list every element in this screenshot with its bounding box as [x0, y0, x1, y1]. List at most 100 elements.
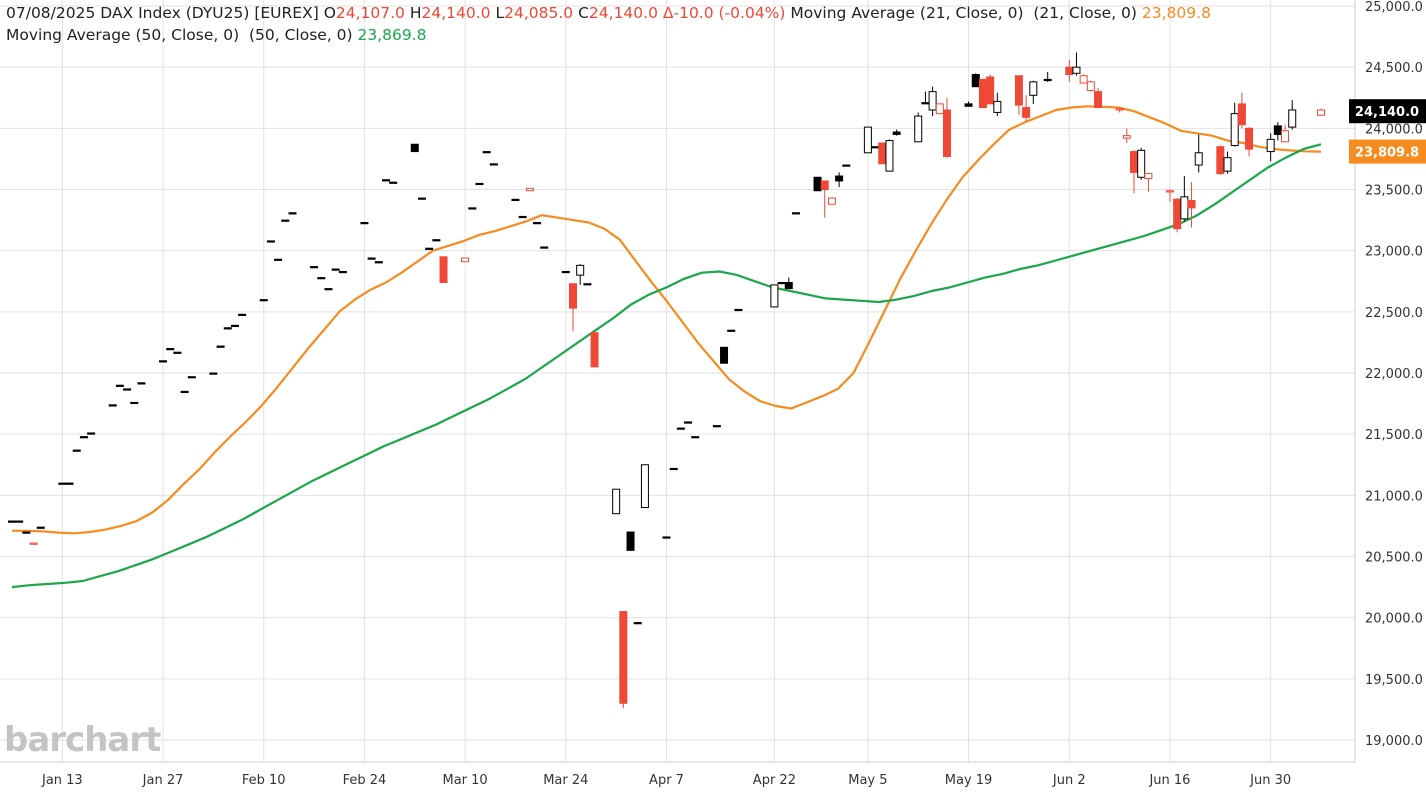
y-tick-label: 21,000.0	[1365, 489, 1423, 504]
candle-body	[1223, 157, 1232, 172]
candle-body	[417, 197, 426, 200]
candle-body	[338, 270, 347, 274]
x-tick-label: Apr 22	[753, 773, 796, 788]
chart-header-line-1: 07/08/2025 DAX Index (DYU25) [EUREX] O24…	[6, 4, 1211, 22]
x-tick-label: May 5	[848, 773, 887, 788]
price-badge	[1349, 139, 1426, 164]
candle-body	[108, 404, 117, 407]
candle-body	[569, 283, 577, 309]
candle-body	[230, 324, 239, 327]
candle-body	[734, 308, 743, 312]
candle-body	[727, 329, 736, 332]
candle-body	[712, 425, 721, 428]
candle-body	[1245, 127, 1254, 150]
candle-body	[1180, 196, 1189, 220]
candle-body	[1237, 103, 1246, 126]
candle-body	[971, 74, 980, 88]
x-tick-label: Jan 27	[142, 773, 184, 788]
y-tick-label: 24,500.0	[1365, 61, 1423, 76]
header-ma50-value: 23,869.8	[357, 26, 427, 44]
candle-body	[374, 261, 383, 264]
candle-body	[993, 100, 1002, 113]
x-tick-label: Jun 30	[1249, 773, 1291, 788]
candle-body	[489, 163, 498, 166]
candle-body	[461, 257, 470, 263]
candle-body	[389, 181, 398, 184]
candle-body	[1173, 198, 1182, 230]
price-badge	[1349, 99, 1426, 124]
candle-body	[978, 78, 987, 109]
candle-body	[892, 131, 901, 135]
candle-body	[576, 264, 585, 276]
candle-body	[871, 146, 880, 149]
candle-body	[288, 212, 297, 215]
candle-body	[943, 109, 951, 157]
candle-body	[58, 482, 67, 485]
candle-body	[223, 327, 232, 330]
candle-body	[1065, 66, 1074, 76]
ma-line	[12, 105, 1322, 535]
candle-body	[612, 488, 621, 515]
candle-body	[626, 531, 635, 551]
candle-body	[1043, 78, 1052, 82]
candle-body	[583, 283, 592, 286]
candle-body	[921, 102, 930, 105]
candle-body	[475, 182, 484, 186]
candle-body	[65, 482, 74, 485]
y-tick-label: 25,000.0	[1365, 0, 1423, 15]
x-tick-label: Mar 10	[443, 773, 488, 788]
candle-body	[317, 277, 326, 280]
candle-body	[986, 76, 995, 105]
candle-body	[1029, 81, 1038, 96]
candle-body	[540, 246, 549, 249]
candle-body	[525, 187, 534, 192]
candle-body	[1266, 138, 1275, 153]
candle-body	[216, 345, 225, 348]
candle-body	[180, 390, 189, 394]
candle-body	[115, 384, 124, 387]
candle-body	[827, 197, 836, 205]
candle-body	[1022, 107, 1031, 118]
candle-body	[22, 531, 31, 534]
y-tick-label: 19,000.0	[1365, 734, 1423, 749]
candle-body	[410, 143, 419, 153]
candle-body	[928, 91, 937, 111]
candle-body	[281, 219, 290, 222]
header-low-label: L	[495, 4, 505, 22]
y-tick-label: 20,500.0	[1365, 551, 1423, 566]
candle-body	[324, 288, 333, 291]
ma-line	[11, 143, 1322, 589]
header-date: 07/08/2025	[6, 4, 96, 22]
candle-body	[1230, 113, 1239, 146]
candle-body	[1281, 130, 1290, 143]
candle-body	[331, 268, 340, 271]
candle-body	[266, 240, 275, 243]
candle-body	[784, 281, 793, 290]
candle-body	[130, 401, 139, 405]
candle-body	[669, 467, 678, 471]
candle-body	[676, 427, 685, 430]
candle-body	[1079, 75, 1088, 84]
y-tick-label: 21,500.0	[1365, 428, 1423, 443]
candle-body	[468, 207, 477, 210]
candle-body	[8, 520, 16, 523]
candle-body	[1014, 75, 1023, 106]
x-tick-label: Jan 13	[41, 773, 83, 788]
candle-body	[1115, 108, 1124, 111]
candle-body	[382, 179, 390, 182]
candle-body	[259, 299, 268, 302]
candle-body	[813, 176, 822, 192]
candle-body	[173, 351, 182, 354]
header-ma50-label: Moving Average (50, Close, 0) (50, Close…	[6, 26, 353, 44]
candle-body	[209, 372, 218, 375]
y-tick-label: 23,500.0	[1365, 184, 1423, 199]
x-tick-label: May 19	[945, 773, 993, 788]
candle-body	[79, 436, 88, 439]
candle-body	[878, 142, 887, 165]
header-open-label: O	[323, 4, 336, 22]
candle-body	[36, 526, 45, 529]
candle-body	[123, 388, 132, 391]
candle-body	[561, 270, 570, 274]
